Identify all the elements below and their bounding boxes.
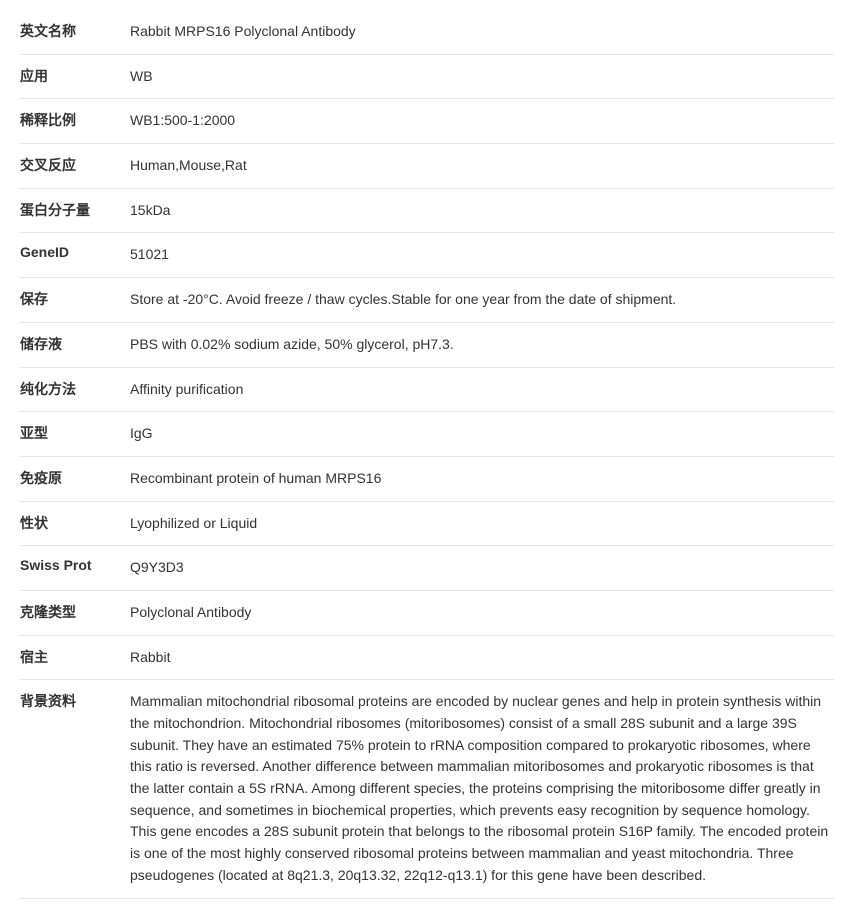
spec-label: 背景资料	[20, 691, 130, 886]
spec-value: Lyophilized or Liquid	[130, 513, 834, 535]
spec-row: 应用WB	[20, 55, 834, 100]
spec-row: Swiss ProtQ9Y3D3	[20, 546, 834, 591]
spec-value: 15kDa	[130, 200, 834, 222]
spec-row: 储存液PBS with 0.02% sodium azide, 50% glyc…	[20, 323, 834, 368]
spec-value: IgG	[130, 423, 834, 445]
spec-label: 克隆类型	[20, 602, 130, 624]
spec-row: 纯化方法Affinity purification	[20, 368, 834, 413]
spec-value: Rabbit MRPS16 Polyclonal Antibody	[130, 21, 834, 43]
spec-value: Polyclonal Antibody	[130, 602, 834, 624]
spec-label: Swiss Prot	[20, 557, 130, 579]
spec-row: 保存Store at -20°C. Avoid freeze / thaw cy…	[20, 278, 834, 323]
spec-row: 背景资料Mammalian mitochondrial ribosomal pr…	[20, 680, 834, 898]
spec-row: 英文名称Rabbit MRPS16 Polyclonal Antibody	[20, 10, 834, 55]
spec-label: 应用	[20, 66, 130, 88]
spec-value: Affinity purification	[130, 379, 834, 401]
spec-value: 51021	[130, 244, 834, 266]
spec-label: 性状	[20, 513, 130, 535]
spec-row: 性状Lyophilized or Liquid	[20, 502, 834, 547]
spec-value: WB	[130, 66, 834, 88]
spec-value: PBS with 0.02% sodium azide, 50% glycero…	[130, 334, 834, 356]
spec-label: 宿主	[20, 647, 130, 669]
spec-label: 纯化方法	[20, 379, 130, 401]
spec-label: 英文名称	[20, 21, 130, 43]
spec-value: Mammalian mitochondrial ribosomal protei…	[130, 691, 834, 886]
spec-value: Human,Mouse,Rat	[130, 155, 834, 177]
spec-row: 免疫原Recombinant protein of human MRPS16	[20, 457, 834, 502]
spec-value: WB1:500-1:2000	[130, 110, 834, 132]
spec-value: Store at -20°C. Avoid freeze / thaw cycl…	[130, 289, 834, 311]
spec-row: 交叉反应Human,Mouse,Rat	[20, 144, 834, 189]
spec-row: 宿主Rabbit	[20, 636, 834, 681]
spec-label: 保存	[20, 289, 130, 311]
spec-value: Q9Y3D3	[130, 557, 834, 579]
spec-label: 蛋白分子量	[20, 200, 130, 222]
spec-value: Recombinant protein of human MRPS16	[130, 468, 834, 490]
spec-label: GeneID	[20, 244, 130, 266]
spec-label: 储存液	[20, 334, 130, 356]
spec-table: 英文名称Rabbit MRPS16 Polyclonal Antibody应用W…	[20, 10, 834, 899]
spec-row: 稀释比例WB1:500-1:2000	[20, 99, 834, 144]
spec-label: 免疫原	[20, 468, 130, 490]
spec-row: 蛋白分子量15kDa	[20, 189, 834, 234]
spec-row: 克隆类型Polyclonal Antibody	[20, 591, 834, 636]
spec-row: GeneID51021	[20, 233, 834, 278]
spec-label: 交叉反应	[20, 155, 130, 177]
spec-row: 亚型IgG	[20, 412, 834, 457]
spec-value: Rabbit	[130, 647, 834, 669]
spec-label: 稀释比例	[20, 110, 130, 132]
spec-label: 亚型	[20, 423, 130, 445]
